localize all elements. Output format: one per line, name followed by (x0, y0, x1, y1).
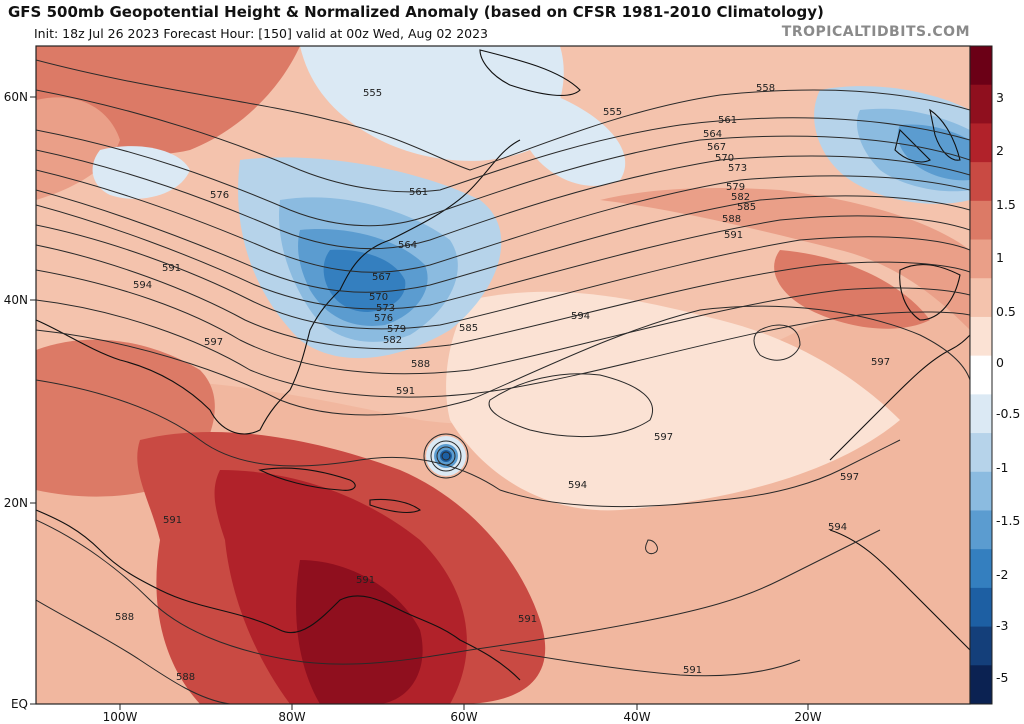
contour-label: 597 (654, 432, 674, 443)
map-title: GFS 500mb Geopotential Height & Normaliz… (8, 3, 824, 21)
colorbar-label: 1.5 (996, 197, 1016, 212)
contour-label: 558 (756, 83, 776, 94)
contour-label: 591 (162, 263, 182, 274)
contour-label: 591 (163, 515, 183, 526)
contour-label: 561 (409, 187, 429, 198)
contour-label: 582 (383, 335, 403, 346)
contour-label: 579 (726, 182, 746, 193)
colorbar-label: -1.5 (996, 513, 1021, 528)
colorbar-segment (970, 471, 992, 511)
lat-label-eq: EQ (10, 697, 28, 711)
colorbar-label: 2 (996, 143, 1004, 158)
contour-label: 576 (210, 190, 230, 201)
contour-label: 573 (728, 163, 748, 174)
lon-label-40w: 40W (623, 710, 651, 724)
contour-label: 597 (840, 472, 860, 483)
lat-label-20n: 20N (3, 496, 28, 510)
colorbar-label: -0.5 (996, 406, 1021, 421)
contour-label: 576 (374, 313, 394, 324)
coastlines (36, 49, 970, 681)
colorbar-label: 3 (996, 90, 1004, 105)
contour-label: 591 (518, 614, 538, 625)
colorbar-segment (970, 549, 992, 589)
contour-label: 585 (737, 202, 757, 213)
contour-label: 582 (731, 192, 751, 203)
credit-text: TROPICALTIDBITS.COM (781, 24, 970, 40)
colorbar-segment (970, 162, 992, 202)
lon-label-20w: 20W (794, 710, 822, 724)
contour-label: 588 (176, 672, 196, 683)
lon-label-100w: 100W (102, 710, 138, 724)
contour-label: 591 (724, 230, 744, 241)
colorbar-label: 0 (996, 355, 1004, 370)
contour-label: 597 (871, 357, 891, 368)
contour-label: 591 (683, 665, 703, 676)
colorbar-segment (970, 587, 992, 628)
colorbar-segment (970, 239, 992, 279)
colorbar-segment (970, 46, 992, 86)
contour-label: 555 (363, 88, 383, 99)
contour-label: 564 (703, 129, 723, 140)
contour-label: 570 (369, 292, 389, 303)
colorbar-segment (970, 394, 992, 434)
contour-label: 561 (718, 115, 738, 126)
colorbar-segment (970, 278, 992, 318)
contour-label: 597 (204, 337, 224, 348)
contour-label: 585 (459, 323, 479, 334)
colorbar-segment (970, 84, 992, 124)
colorbar-segment (970, 510, 992, 550)
lat-label-40n: 40N (3, 293, 28, 307)
contour-label: 591 (396, 386, 416, 397)
contour-label: 594 (568, 480, 588, 491)
contour-label: 588 (411, 359, 431, 370)
colorbar-label: -1 (996, 460, 1009, 475)
map-subtitle: Init: 18z Jul 26 2023 Forecast Hour: [15… (34, 26, 489, 41)
contour-label: 573 (376, 303, 396, 314)
contour-label: 594 (828, 522, 848, 533)
colorbar-frame (969, 45, 993, 705)
colorbar-label: -5 (996, 670, 1009, 685)
contour-label: 567 (372, 272, 392, 283)
colorbar-label: -2 (996, 567, 1009, 582)
axis-ticks (30, 96, 809, 710)
contour-label: 594 (133, 280, 153, 291)
colorbar-segment (970, 316, 992, 357)
contour-label: 588 (115, 612, 135, 623)
anomaly-field (36, 46, 970, 704)
contour-label: 570 (715, 153, 735, 164)
colorbar-segment (970, 355, 992, 395)
contour-label: 591 (356, 575, 376, 586)
colorbar-segment (970, 665, 992, 705)
colorbar-segment (970, 433, 992, 473)
colorbar (970, 46, 992, 705)
contour-label: 564 (398, 240, 418, 251)
lat-label-60n: 60N (3, 90, 28, 104)
colorbar-label: -3 (996, 618, 1009, 633)
lon-label-80w: 80W (278, 710, 306, 724)
height-contours (36, 59, 970, 704)
colorbar-segment (970, 200, 992, 241)
lon-label-60w: 60W (450, 710, 478, 724)
contour-label: 588 (722, 214, 742, 225)
contour-label: 579 (387, 324, 407, 335)
contour-label: 567 (707, 142, 727, 153)
colorbar-label: 0.5 (996, 304, 1016, 319)
contour-label: 594 (571, 311, 591, 322)
colorbar-label: 1 (996, 250, 1004, 265)
colorbar-segment (970, 123, 992, 163)
contour-label: 555 (603, 107, 623, 118)
colorbar-segment (970, 626, 992, 666)
